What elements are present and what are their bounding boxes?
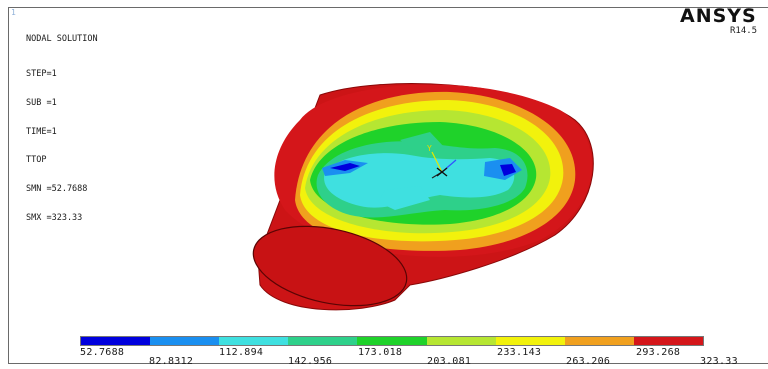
legend-label: 323.33 [700, 356, 738, 367]
legend-label: 263.206 [566, 356, 611, 367]
info-step: STEP=1 [26, 68, 57, 79]
end-cap [252, 225, 408, 307]
ansys-logo: ANSYS [680, 5, 757, 27]
window-number: 1 [11, 8, 16, 17]
legend-swatch [81, 337, 151, 345]
legend-swatch [495, 337, 565, 345]
info-smn: SMN =52.7688 [26, 184, 88, 195]
version-label: R14.5 [730, 26, 758, 36]
info-result-item: TTOP [26, 155, 47, 166]
contour-legend-bar [80, 336, 704, 346]
legend-swatch [633, 337, 703, 345]
legend-label: 203.081 [427, 356, 472, 367]
legend-swatch [564, 337, 634, 345]
info-smx: SMX =323.33 [26, 212, 83, 223]
legend-label: 82.8312 [149, 356, 194, 367]
info-sub: SUB =1 [26, 97, 57, 108]
legend-swatch [288, 337, 358, 345]
contour-surface [274, 84, 593, 257]
solution-info: NODAL SOLUTION STEP=1 SUB =1 TIME=1 TTOP… [26, 16, 98, 243]
info-time: TIME=1 [26, 126, 57, 137]
viewport-border [8, 7, 768, 364]
legend-swatch [219, 337, 289, 345]
legend-swatch [357, 337, 427, 345]
legend-label: 112.894 [219, 347, 264, 358]
legend-label: 293.268 [636, 347, 681, 358]
legend-label: 52.7688 [80, 347, 125, 358]
triad-y-label: Y [427, 144, 432, 153]
coordinate-triad: Y [427, 144, 457, 179]
legend-swatch [150, 337, 220, 345]
legend-swatch [426, 337, 496, 345]
legend-label: 233.143 [497, 347, 542, 358]
solution-title: NODAL SOLUTION [26, 34, 98, 45]
legend-label: 142.956 [288, 356, 333, 367]
legend-label: 173.018 [358, 347, 403, 358]
